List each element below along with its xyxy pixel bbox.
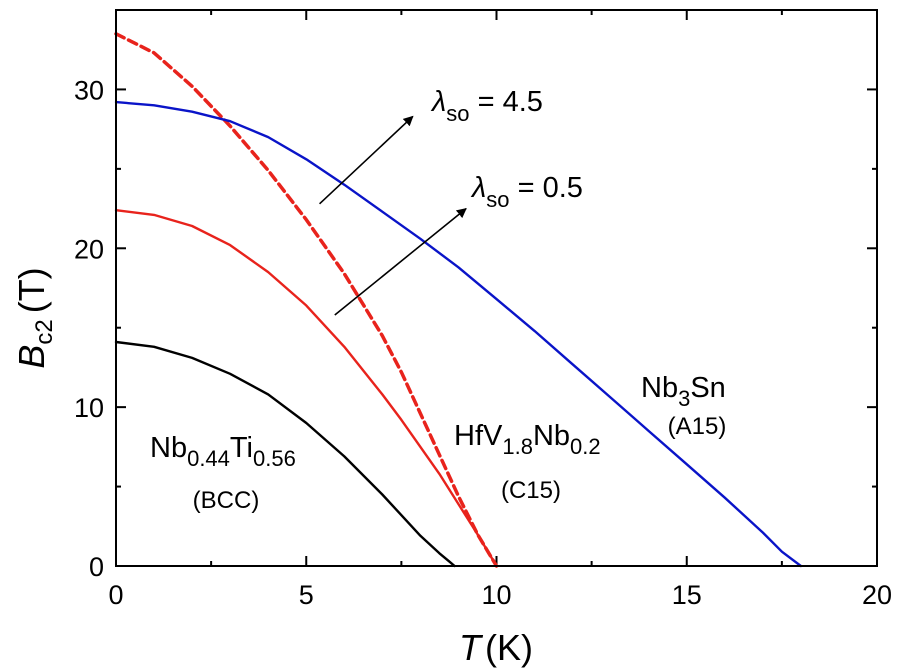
label-nbti-sub1: 0.44 [187, 446, 230, 471]
x-tick-label: 5 [299, 580, 314, 610]
label-nbti-nb: Nb [150, 432, 187, 464]
x-tick-label: 15 [672, 580, 702, 610]
series-line-hfv [114, 209, 498, 568]
label-hfv-nb: Nb [533, 420, 570, 452]
series-line-nbti [114, 340, 456, 568]
label-hfv-phase: (C15) [501, 477, 561, 504]
label-lambda-low-value: = 0.5 [510, 172, 583, 204]
x-tick-label: 20 [862, 580, 892, 610]
y-axis-symbol: B [11, 345, 52, 369]
y-tick-label: 20 [74, 234, 104, 264]
y-tick-label: 0 [89, 552, 104, 582]
label-hfv-hfv: HfV [454, 420, 503, 452]
label-hfv-sub2: 0.2 [570, 434, 601, 459]
plot-frame [115, 9, 878, 567]
annotation-arrow-2 [334, 207, 467, 316]
x-tick-label: 0 [108, 580, 123, 610]
label-lambda-low-symbol: λ [470, 172, 486, 204]
label-nbti-phase: (BCC) [193, 487, 260, 514]
y-tick-label: 30 [74, 75, 104, 105]
label-nb3sn: Nb3Sn [641, 372, 726, 411]
y-tick-label: 10 [74, 393, 104, 423]
label-nbti: Nb0.44Ti0.56 [150, 432, 296, 471]
arrow-group [319, 115, 467, 316]
label-lambda-high: λso = 4.5 [430, 86, 543, 126]
annotation-arrow-1 [319, 115, 414, 205]
series-line-hfv_so [114, 32, 499, 568]
label-lambda-high-sub: so [446, 101, 469, 126]
label-lambda-low: λso = 0.5 [470, 172, 583, 212]
label-hfv-sub1: 1.8 [502, 434, 533, 459]
series-group [114, 32, 803, 568]
label-lambda-high-symbol: λ [430, 86, 446, 118]
label-nbti-ti: Ti [230, 432, 253, 464]
label-hfv: HfV1.8Nb0.2 [454, 420, 601, 459]
label-nb3sn-nb: Nb [641, 372, 678, 404]
x-tick-label: 10 [481, 580, 511, 610]
label-nb3sn-sub: 3 [678, 386, 690, 411]
label-nb3sn-phase: (A15) [668, 413, 727, 440]
label-nb3sn-sn: Sn [690, 372, 725, 404]
x-axis-unit: (K) [485, 627, 533, 668]
series-line-nb3sn [114, 100, 803, 568]
y-axis-subscript: c2 [31, 319, 58, 344]
label-nbti-sub2: 0.56 [253, 446, 296, 471]
x-axis-symbol: T [459, 627, 484, 668]
tick-labels: 0 5 10 15 20 0 10 20 30 [74, 75, 892, 610]
x-axis-title: T (K) [459, 627, 533, 668]
y-axis-title: Bc2 (T) [11, 267, 58, 368]
y-axis-unit: (T) [11, 267, 52, 313]
label-lambda-high-value: = 4.5 [470, 86, 543, 118]
label-lambda-low-sub: so [486, 187, 509, 212]
